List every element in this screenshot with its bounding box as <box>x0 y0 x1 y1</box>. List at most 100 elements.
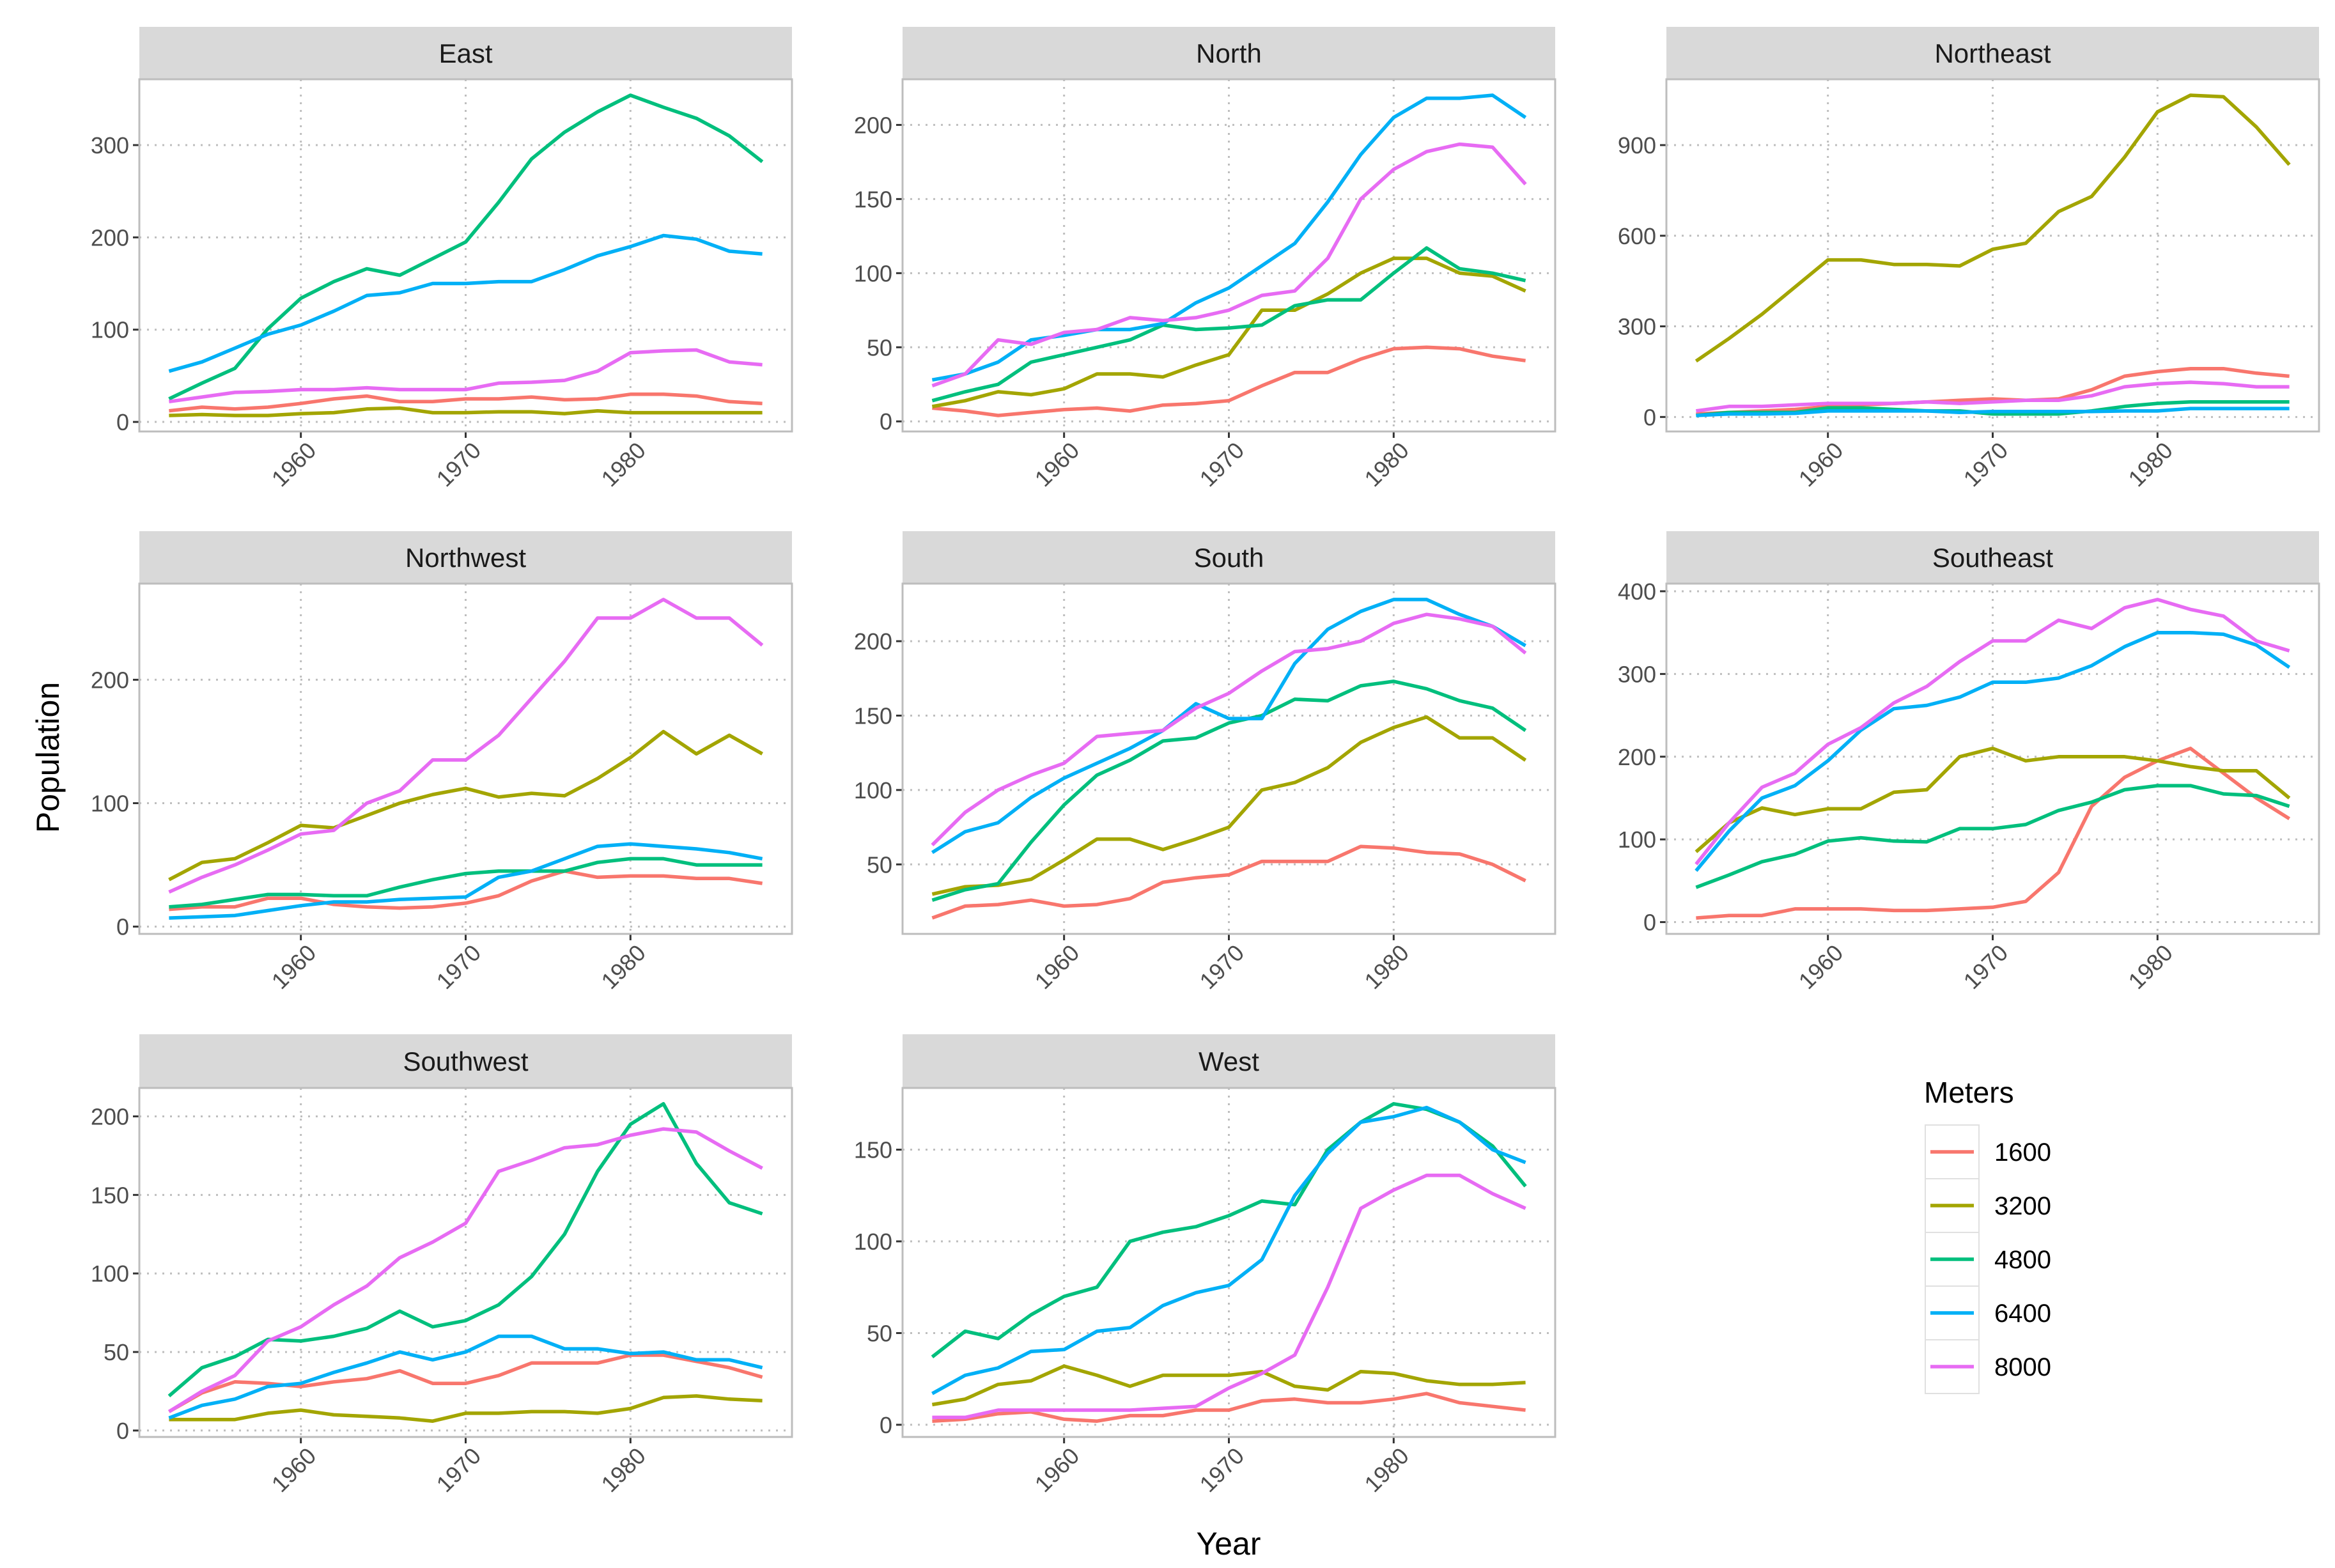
y-tick-label: 200 <box>91 667 129 693</box>
y-tick-label: 50 <box>867 851 892 878</box>
x-tick-label: 1970 <box>1959 437 2013 492</box>
y-tick-label: 150 <box>854 186 892 212</box>
y-tick-label: 300 <box>1618 661 1656 687</box>
y-tick-label: 200 <box>1618 744 1656 770</box>
series-line-6400 <box>1696 407 2290 417</box>
plot-background <box>139 1088 792 1437</box>
facet-strip <box>1666 27 2319 79</box>
x-tick-label: 1970 <box>1195 437 1250 492</box>
y-tick-label: 100 <box>854 1229 892 1255</box>
x-tick-label: 1980 <box>596 1443 651 1498</box>
x-tick-label: 1960 <box>267 1443 322 1498</box>
series-line-3200 <box>169 406 763 417</box>
series-line-1600 <box>931 844 1526 920</box>
series-line-1600 <box>932 1392 1526 1423</box>
plot-background <box>903 79 1555 431</box>
facet-strip <box>903 27 1555 79</box>
plot-border <box>901 582 1556 935</box>
legend-label: 8000 <box>1994 1353 2051 1381</box>
y-tick-label: 300 <box>1618 314 1656 340</box>
series-line-8000 <box>167 1127 763 1413</box>
facet-strip-label: West <box>1199 1046 1259 1076</box>
panel-south: South 1960 1970 1980 50 100 150 200 <box>854 531 1556 995</box>
series-line-8000 <box>932 1173 1526 1420</box>
series-line-8000 <box>1696 380 2290 413</box>
facet-strip <box>139 1034 792 1088</box>
y-tick-label: 100 <box>91 317 129 343</box>
facet-strip-label: Southeast <box>1932 543 2053 573</box>
legend-label: 3200 <box>1994 1192 2051 1220</box>
plot-background <box>1666 584 2319 934</box>
panel-southeast: Southeast 1960 1970 1980 0 100 200 300 400 <box>1618 531 2320 994</box>
y-tick-label: 0 <box>880 408 892 435</box>
series-line-4800 <box>1695 784 2290 889</box>
x-axis-title: Year <box>1196 1526 1261 1562</box>
x-tick-label: 1960 <box>267 437 322 492</box>
series-line-8000 <box>931 142 1527 388</box>
y-tick-label: 0 <box>880 1412 892 1438</box>
series-line-6400 <box>931 93 1527 382</box>
x-tick-label: 1980 <box>596 940 651 995</box>
facet-strip <box>139 531 792 584</box>
series-line-4800 <box>931 679 1527 902</box>
plot-border <box>1665 78 2320 433</box>
series-line-4800 <box>931 246 1526 403</box>
panel-northeast: Northeast 1960 1970 1980 0 300 600 900 <box>1618 27 2320 492</box>
facet-strip <box>903 1034 1555 1088</box>
panel-southwest: Southwest 1960 1970 1980 0 50 100 150 200 <box>91 1034 793 1498</box>
series-line-3200 <box>169 1394 763 1423</box>
y-tick-label: 50 <box>867 1320 892 1346</box>
series-line-3200 <box>931 1364 1526 1407</box>
series-line-6400 <box>931 598 1526 855</box>
series-line-1600 <box>168 1353 763 1413</box>
series-line-6400 <box>931 1105 1526 1395</box>
plot-background <box>903 1088 1555 1437</box>
series-line-1600 <box>1696 747 2291 920</box>
facet-strip-label: South <box>1194 543 1264 573</box>
series-line-3200 <box>1695 747 2291 853</box>
series-line-8000 <box>169 348 763 404</box>
series-line-8000 <box>931 612 1527 846</box>
y-tick-label: 0 <box>116 1418 129 1444</box>
x-tick-label: 1960 <box>1794 437 1849 492</box>
y-axis-title: Population <box>30 682 66 833</box>
x-tick-label: 1980 <box>1359 940 1414 995</box>
panel-west: West 1960 1970 1980 0 50 100 150 <box>854 1034 1556 1497</box>
facet-strip <box>1666 531 2319 584</box>
y-tick-label: 150 <box>91 1182 129 1208</box>
facet-strip-label: East <box>438 38 492 68</box>
x-tick-label: 1970 <box>431 1443 486 1498</box>
x-tick-label: 1960 <box>267 940 322 995</box>
y-tick-label: 100 <box>91 1261 129 1287</box>
facet-strip-label: North <box>1196 38 1262 68</box>
plot-background <box>1666 79 2319 431</box>
series-line-6400 <box>168 233 763 373</box>
y-tick-label: 0 <box>1643 404 1656 430</box>
series-line-1600 <box>1696 366 2290 416</box>
series-line-6400 <box>169 842 763 920</box>
x-tick-label: 1980 <box>1359 437 1414 492</box>
y-tick-label: 100 <box>854 777 892 803</box>
legend: Meters 1600 3200 4800 6400 8000 <box>1924 1076 2051 1394</box>
series-line-3200 <box>931 256 1526 408</box>
y-tick-label: 300 <box>91 132 129 159</box>
y-tick-label: 100 <box>91 791 129 817</box>
panel-north: North 1960 1970 1980 0 50 100 150 200 <box>854 27 1556 492</box>
x-tick-label: 1980 <box>596 437 651 492</box>
panels: East 1960 1970 1980 0 100 200 300 North 1960 1970 1… <box>91 27 2320 1498</box>
y-tick-label: 400 <box>1618 578 1656 605</box>
y-tick-label: 150 <box>854 1137 892 1163</box>
series-line-3200 <box>168 729 763 881</box>
legend-label: 4800 <box>1994 1246 2051 1274</box>
plot-border <box>138 582 793 935</box>
x-tick-label: 1960 <box>1030 437 1085 492</box>
series-line-3200 <box>931 715 1527 896</box>
legend-label: 1600 <box>1994 1138 2051 1167</box>
plot-border <box>1665 582 2320 935</box>
y-tick-label: 100 <box>1618 827 1656 853</box>
facet-strip-label: Northwest <box>405 543 526 573</box>
x-tick-label: 1970 <box>1195 940 1250 995</box>
plot-border <box>138 78 793 433</box>
plot-border <box>901 1087 1556 1438</box>
